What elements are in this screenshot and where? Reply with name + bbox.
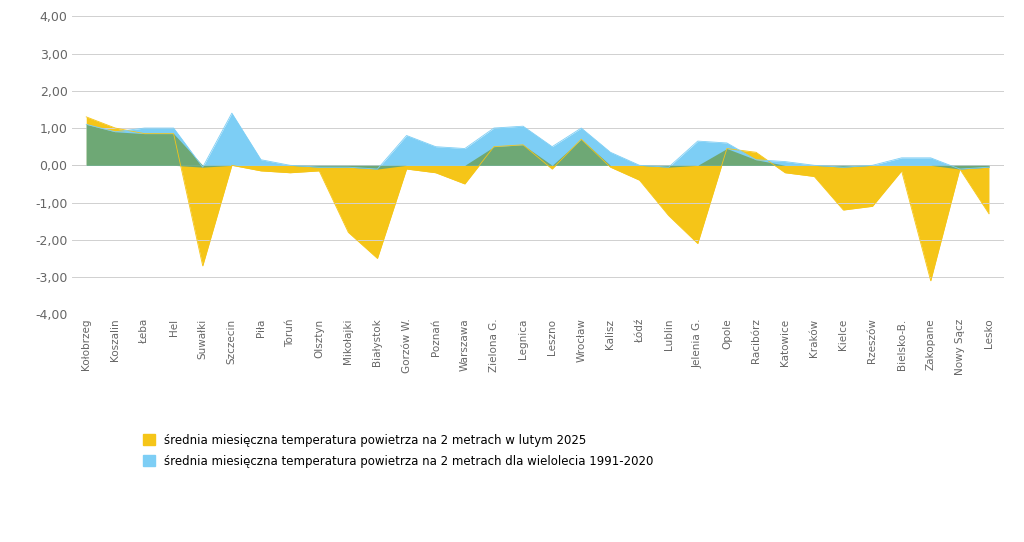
Legend: średnia miesięczna temperatura powietrza na 2 metrach w lutym 2025, średnia mies: średnia miesięczna temperatura powietrza… — [142, 434, 653, 468]
